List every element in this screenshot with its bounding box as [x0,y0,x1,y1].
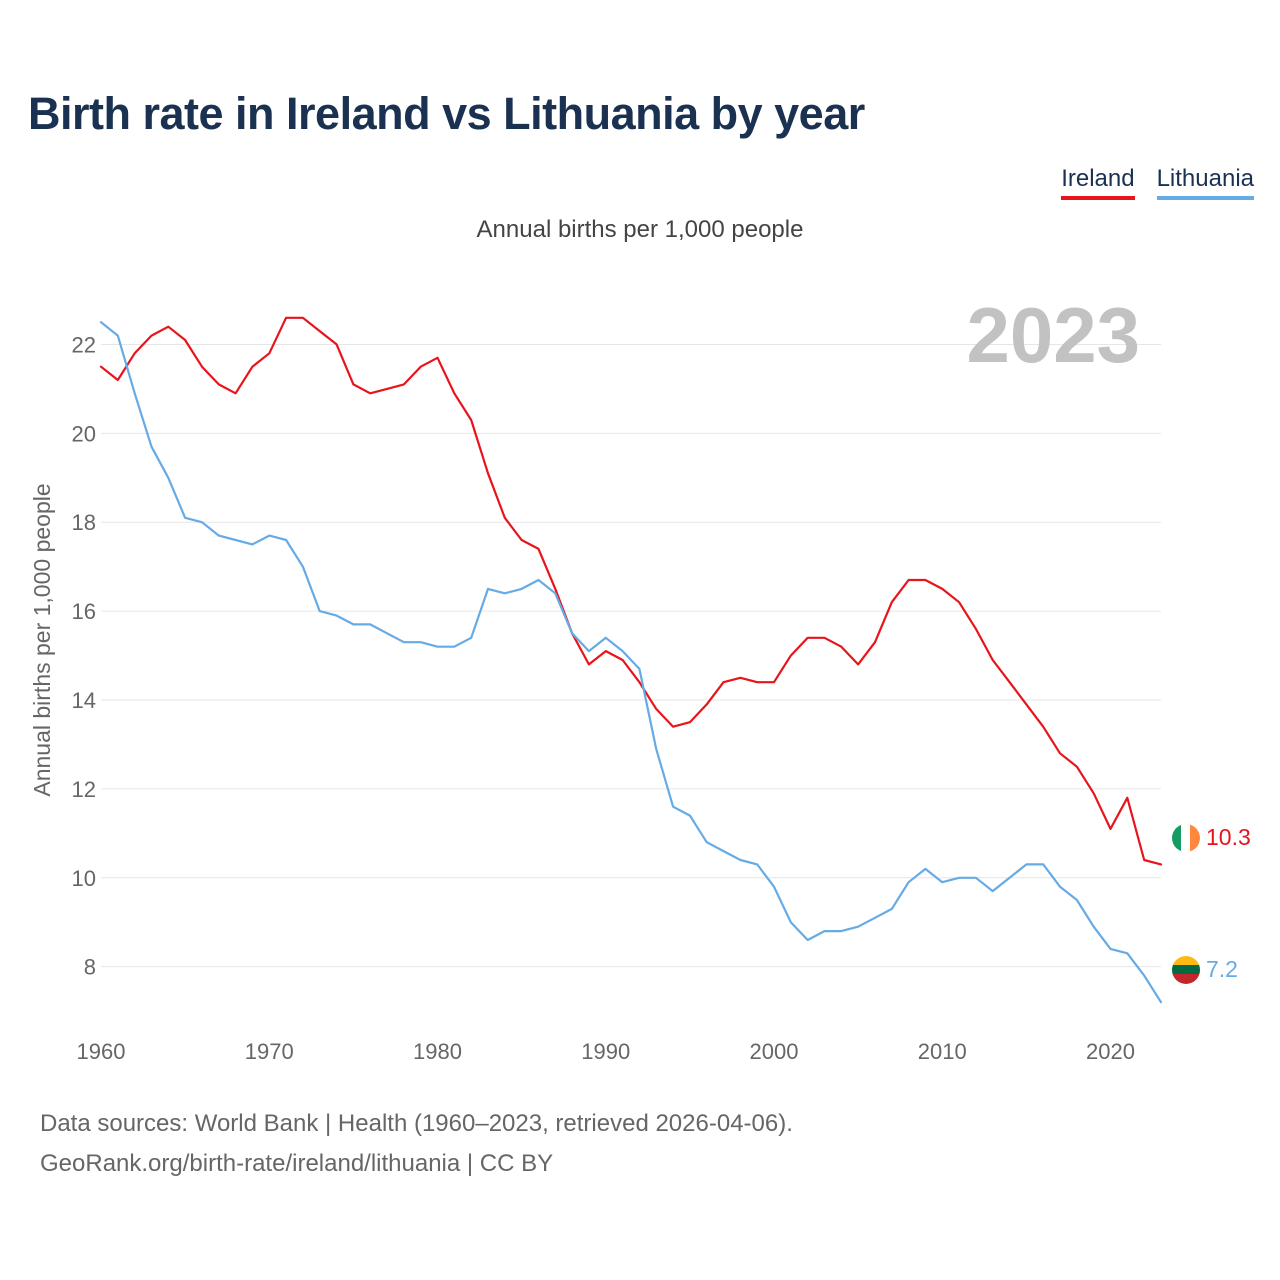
footer-link[interactable]: GeoRank.org/birth-rate/ireland/lithuania… [40,1150,554,1177]
lithuania-flag-icon [1172,956,1200,984]
x-tick-label: 2010 [918,1039,967,1064]
chart-title: Birth rate in Ireland vs Lithuania by ye… [28,88,865,139]
x-axis-ticks: 1960 1970 1980 1990 2000 2010 2020 [77,1039,1135,1064]
y-tick-label: 20 [72,421,96,446]
x-tick-label: 2020 [1086,1039,1135,1064]
y-tick-label: 10 [72,866,96,891]
y-axis-title: Annual births per 1,000 people [29,483,55,796]
legend: Ireland Lithuania [1061,164,1254,200]
footer-source: Data sources: World Bank | Health (1960–… [40,1110,793,1137]
series-lines [99,316,1163,1004]
ireland-flag-icon [1172,824,1200,852]
y-tick-label: 18 [72,510,96,535]
footer: Data sources: World Bank | Health (1960–… [40,1104,793,1184]
legend-item-ireland[interactable]: Ireland [1061,164,1135,200]
x-tick-label: 1970 [245,1039,294,1064]
y-tick-label: 8 [84,955,96,980]
y-tick-label: 12 [72,777,96,802]
ireland-end-value: 10.3 [1206,824,1251,850]
x-tick-label: 1960 [77,1039,126,1064]
x-tick-label: 1990 [581,1039,630,1064]
legend-item-lithuania[interactable]: Lithuania [1156,164,1254,200]
chart-subtitle: Annual births per 1,000 people [476,216,804,243]
year-watermark: 2023 [966,291,1140,379]
lithuania-series-line [99,321,1163,1004]
y-tick-label: 22 [72,332,96,357]
x-tick-label: 2000 [750,1039,799,1064]
ireland-series-line [99,316,1163,866]
x-tick-label: 1980 [413,1039,462,1064]
y-axis-ticks: 8 10 12 14 16 18 20 22 [72,332,96,979]
y-tick-label: 16 [72,599,96,624]
lithuania-end-value: 7.2 [1206,956,1238,982]
y-tick-label: 14 [72,688,96,713]
gridlines [101,343,1161,968]
